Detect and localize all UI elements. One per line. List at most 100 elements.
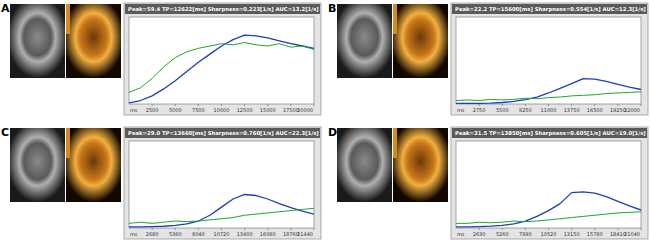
title: Peak=22.2 TP=15600[ms] Sharpness=0.554[1…	[455, 6, 646, 13]
x-tick	[314, 228, 315, 230]
x-tick-label: 21040	[624, 231, 640, 237]
title: Peak=29.0 TP=13660[ms] Sharpness=0.760[1…	[128, 130, 319, 137]
x-axis-label: ms	[130, 107, 138, 113]
x-tick	[244, 228, 245, 230]
plot-area	[129, 17, 314, 104]
panel-label: C	[1, 126, 9, 139]
x-tick-label: 7500	[192, 107, 205, 113]
panel: A Peak=59.4 TP=12622[ms] Sharpness=0.223[…	[1, 2, 321, 115]
header-band	[452, 4, 647, 14]
header-band	[125, 4, 320, 14]
bmode-image	[337, 4, 392, 78]
x-tick-label: 13400	[237, 231, 253, 237]
x-tick-label: 5360	[169, 231, 182, 237]
x-tick	[175, 228, 176, 230]
color-bar	[393, 4, 397, 34]
x-tick-label: 12500	[237, 107, 253, 113]
x-tick	[617, 104, 618, 106]
x-tick	[479, 104, 480, 106]
x-tick-label: 13150	[564, 231, 580, 237]
chart-frame	[124, 127, 321, 239]
x-tick-label: 11000	[541, 107, 557, 113]
x-tick	[314, 104, 315, 106]
x-tick	[175, 104, 176, 106]
x-tick	[525, 228, 526, 230]
series-line	[456, 92, 641, 101]
title: Peak=31.5 TP=13850[ms] Sharpness=0.605[1…	[455, 130, 646, 137]
x-tick-label: 8250	[519, 107, 532, 113]
x-tick	[221, 104, 222, 106]
x-tick-label: 15780	[587, 231, 603, 237]
x-tick	[594, 104, 595, 106]
header-band	[452, 128, 647, 138]
x-tick	[502, 104, 503, 106]
bmode-image	[337, 128, 392, 202]
x-tick	[221, 228, 222, 230]
x-tick-label: 16080	[260, 231, 276, 237]
series-group	[129, 194, 314, 226]
x-tick-label: 21440	[297, 231, 313, 237]
title: Peak=59.4 TP=12622[ms] Sharpness=0.223[1…	[128, 6, 319, 13]
color-bar	[393, 128, 397, 158]
series-line	[129, 35, 314, 103]
x-tick	[525, 104, 526, 106]
x-tick	[548, 104, 549, 106]
series-group	[129, 35, 314, 103]
bmode-image	[10, 128, 65, 202]
series-line	[129, 43, 314, 93]
series-line	[129, 194, 314, 226]
plot-area	[456, 17, 641, 104]
x-tick-label: 10520	[541, 231, 557, 237]
x-tick	[290, 104, 291, 106]
series-line	[456, 79, 641, 104]
plot-area	[456, 141, 641, 228]
series-line	[456, 192, 641, 227]
series-group	[456, 192, 641, 227]
ceus-image	[393, 128, 448, 202]
x-tick	[290, 228, 291, 230]
x-tick-label: 16500	[587, 107, 603, 113]
x-tick-label: 2500	[146, 107, 159, 113]
x-tick	[548, 228, 549, 230]
color-bar	[66, 128, 70, 158]
panel: D Peak=31.5 TP=13850[ms] Sharpness=0.605[…	[328, 126, 648, 239]
x-tick	[267, 228, 268, 230]
x-tick-label: 5500	[496, 107, 509, 113]
x-axis-label: ms	[130, 231, 138, 237]
x-tick	[267, 104, 268, 106]
x-tick-label: 20000	[297, 107, 313, 113]
x-tick	[594, 228, 595, 230]
bmode-image	[10, 4, 65, 78]
chart-frame	[451, 127, 648, 239]
x-tick-label: 2750	[473, 107, 486, 113]
panel: BPeak=22.2 TP=15600[ms] Sharpness=0.554[…	[328, 2, 648, 115]
panel-label: D	[328, 126, 337, 139]
panel: C Peak=29.0 TP=13660[ms] Sharpness=0.760[…	[1, 126, 321, 239]
series-group	[456, 79, 641, 104]
x-tick	[152, 104, 153, 106]
x-tick-label: 5000	[169, 107, 182, 113]
x-tick-label: 15000	[260, 107, 276, 113]
x-axis-label: ms	[457, 107, 465, 113]
x-tick	[244, 104, 245, 106]
x-tick	[641, 104, 642, 106]
x-tick-label: 7890	[519, 231, 532, 237]
x-tick-label: 5260	[496, 231, 509, 237]
x-tick-label: 2630	[473, 231, 486, 237]
x-tick	[617, 228, 618, 230]
x-tick-label: 8040	[192, 231, 205, 237]
x-tick	[198, 104, 199, 106]
ceus-image	[66, 4, 121, 78]
header-band	[125, 128, 320, 138]
plot-area	[129, 141, 314, 228]
x-tick	[479, 228, 480, 230]
x-tick	[198, 228, 199, 230]
panel-label: A	[1, 2, 10, 15]
color-bar	[66, 4, 70, 34]
x-tick-label: 10720	[214, 231, 230, 237]
x-tick-label: 2680	[146, 231, 159, 237]
x-tick	[571, 228, 572, 230]
x-tick	[641, 228, 642, 230]
x-tick	[502, 228, 503, 230]
series-line	[456, 212, 641, 224]
